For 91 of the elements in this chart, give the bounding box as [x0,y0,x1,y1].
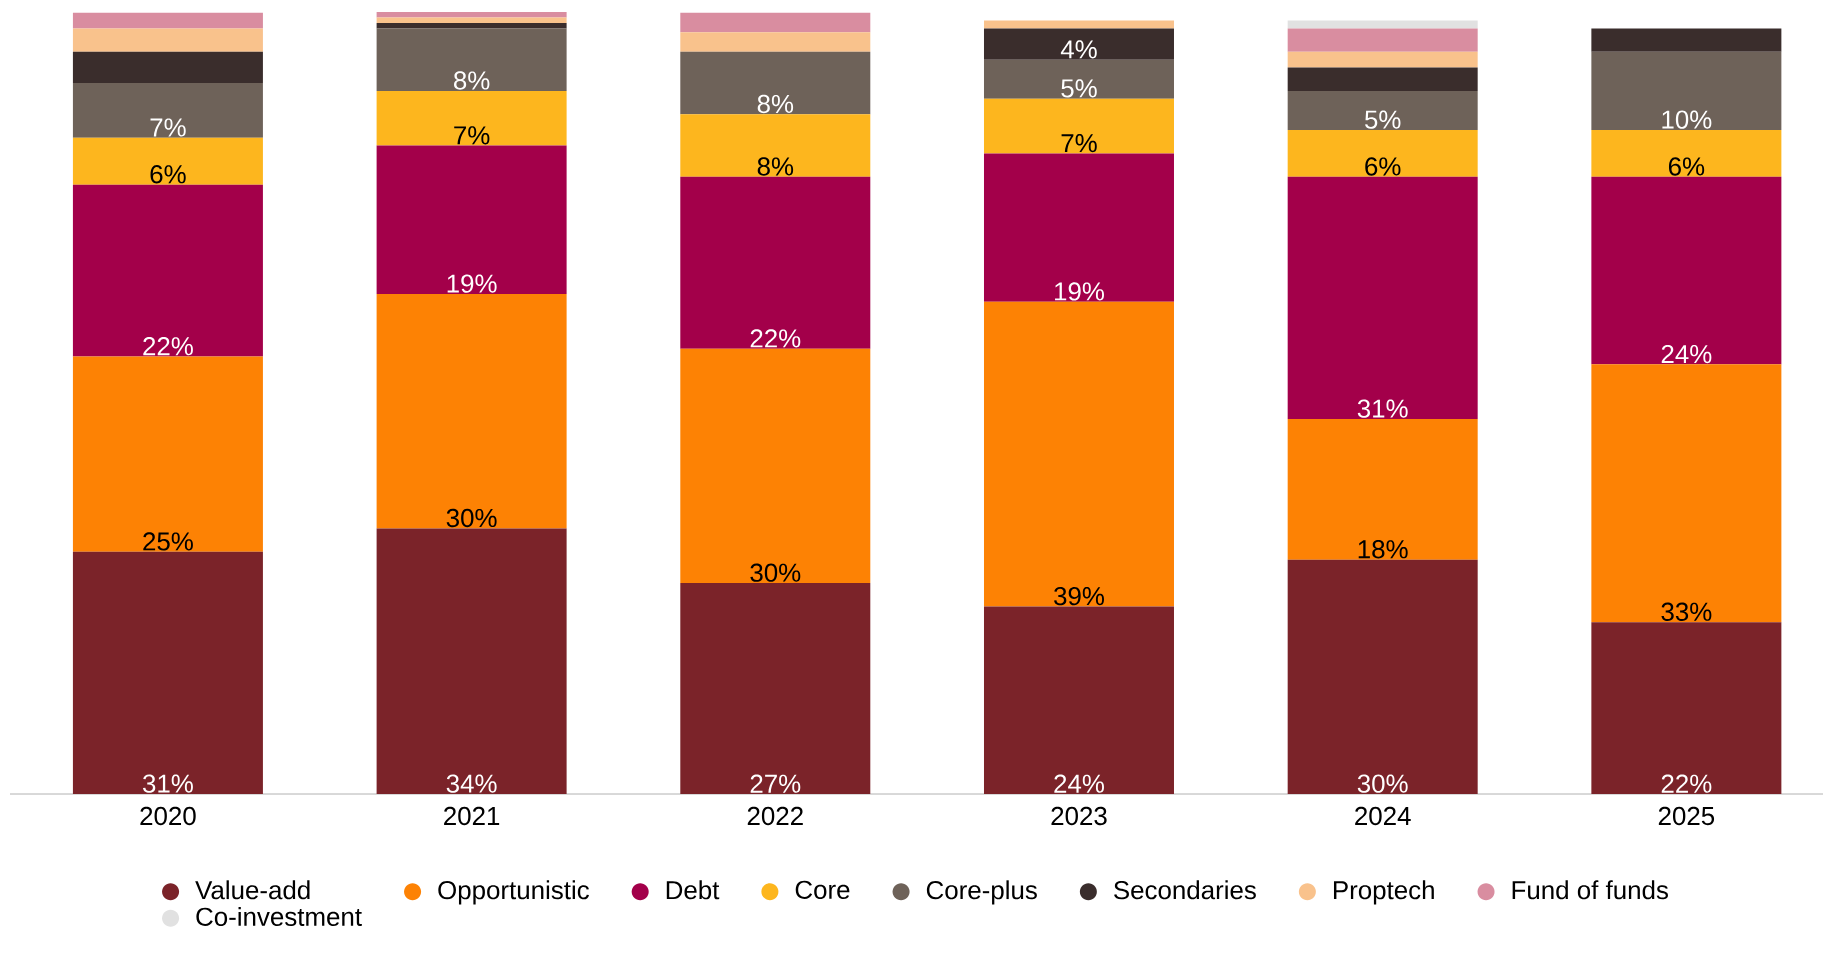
bar [680,176,871,349]
legend-label: Proptech [1333,880,1434,905]
bar [1591,622,1782,794]
x-tick-label: 2021 [444,806,500,826]
bar [680,114,871,177]
bar [376,294,567,529]
bar [680,12,871,33]
data-label: 22% [1661,774,1712,793]
data-label: 19% [1055,282,1104,301]
bar [72,12,263,29]
bar [1591,129,1782,177]
data-label: 31% [142,774,193,793]
bar [376,17,567,23]
data-label: 24% [1054,774,1104,793]
bar [983,20,1174,29]
data-label: 24% [1661,344,1712,364]
legend-label: Debt [666,880,720,900]
bar [1287,90,1478,130]
data-label: 8% [757,94,794,114]
bar [376,22,567,29]
bar [680,583,871,794]
x-tick-label: 2020 [140,806,196,826]
legend-label: Core-plus [926,880,1037,905]
data-label: 25% [143,532,193,551]
x-tick-label: 2024 [1355,806,1411,826]
bar [680,51,871,115]
data-label: 31% [1357,399,1408,418]
bar [1287,51,1478,68]
bar [1591,364,1782,623]
bar [72,184,263,357]
bar [376,11,567,18]
bar [72,51,263,84]
data-label: 7% [454,126,490,145]
bar [983,301,1174,607]
data-label: 30% [446,508,497,528]
data-label: 7% [1061,134,1097,153]
data-label: 34% [446,774,497,793]
data-label: 27% [750,774,801,793]
bar [72,28,263,52]
legend-label: Core [795,880,850,899]
data-label: 5% [1061,79,1097,98]
data-label: 4% [1060,40,1097,59]
data-label: 6% [1365,157,1401,176]
data-label: 19% [447,274,497,293]
bar [983,28,1174,60]
data-label: 22% [750,329,801,348]
data-label: 8% [757,157,794,176]
data-label: 5% [1364,110,1401,129]
bar [72,551,263,794]
bar [376,90,567,146]
bar [983,98,1174,154]
bar [1591,51,1782,130]
bar [1287,419,1478,560]
legend-label: Co-investment [196,906,362,926]
bar [1287,176,1478,420]
legend-label: Opportunistic [438,880,589,905]
bar [376,28,567,91]
bar [1591,176,1782,365]
bar [1287,559,1478,794]
bar [1287,67,1478,91]
data-label: 7% [150,118,186,137]
data-label: 30% [1357,774,1408,793]
bar [983,153,1174,302]
data-label: 30% [750,563,801,582]
bar [1287,20,1478,29]
bar [680,348,871,584]
bar [1591,28,1782,52]
bar [1287,28,1478,52]
bar [72,137,263,185]
legend-label: Value-add [195,880,310,900]
data-label: 6% [150,165,186,184]
data-label: 33% [1661,602,1712,621]
x-tick-label: 2022 [747,806,803,826]
bar [376,145,567,295]
legend-label: Fund of funds [1512,880,1668,900]
bar [72,356,263,552]
legend-label: Secondaries [1114,880,1256,900]
x-tick-label: 2025 [1658,806,1715,826]
bar [72,83,263,138]
bar [680,32,871,52]
bar [983,606,1174,794]
bar [1287,129,1478,177]
bar [376,528,567,794]
data-label: 22% [143,337,193,356]
data-label: 6% [1668,157,1705,176]
data-label: 18% [1358,540,1408,559]
data-label: 10% [1662,110,1712,129]
x-tick-label: 2023 [1051,806,1107,826]
data-label: 8% [454,71,490,90]
bar [983,59,1174,99]
data-label: 39% [1054,586,1104,606]
